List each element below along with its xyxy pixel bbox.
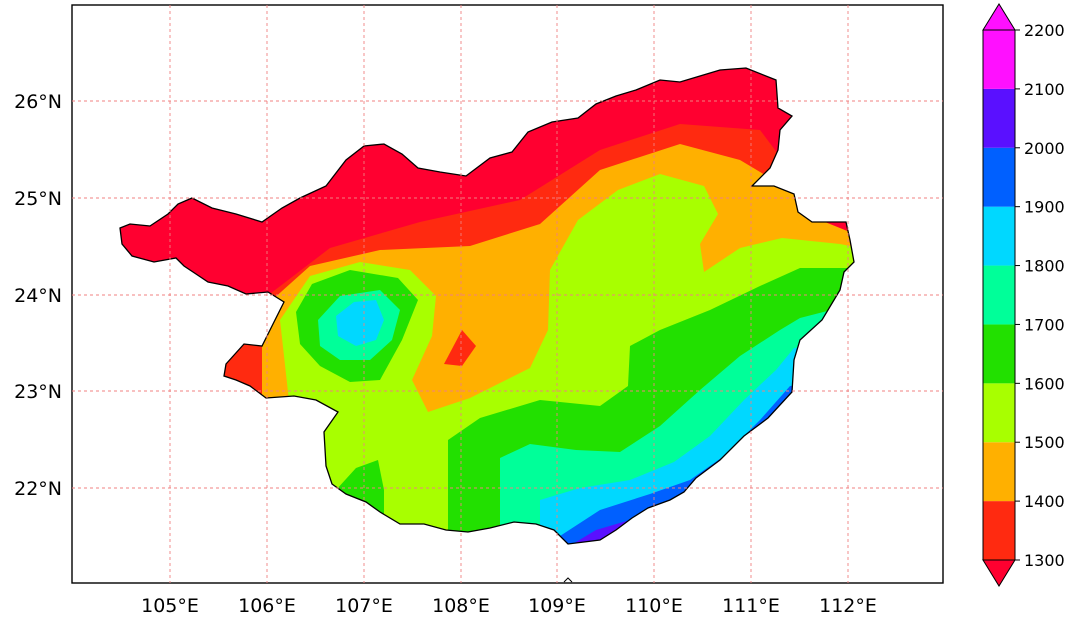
colorbar-segment (983, 30, 1015, 89)
colorbar-segments (982, 29, 1016, 561)
colorbar-level-label: 1600 (1024, 374, 1065, 393)
colorbar-segment (983, 501, 1015, 560)
colorbar-level-label: 2100 (1024, 80, 1065, 99)
colorbar-level-label: 2200 (1024, 21, 1065, 40)
lon-tick-label: 106°E (238, 595, 296, 617)
lon-tick-label: 107°E (335, 595, 393, 617)
lat-tick-label: 26°N (14, 91, 62, 113)
colorbar-segment (983, 88, 1015, 148)
gridlines (72, 5, 943, 583)
colorbar-labels: 1300 1400 1500 1600 1700 1800 1900 2000 2100 2200 (1015, 21, 1065, 570)
colorbar-level-label: 1400 (1024, 492, 1065, 511)
lat-tick-labels: 22°N 23°N 24°N 25°N 26°N (14, 91, 62, 500)
colorbar-segment (983, 324, 1015, 384)
colorbar-segment (983, 206, 1015, 266)
lat-tick-label: 24°N (14, 285, 62, 307)
island-outline (563, 577, 573, 583)
lon-tick-label: 110°E (625, 595, 683, 617)
lon-tick-label: 109°E (528, 595, 586, 617)
colorbar-extend-over (982, 3, 1016, 31)
colorbar-segment (983, 147, 1015, 207)
colorbar-level-label: 1500 (1024, 433, 1065, 452)
lon-tick-label: 105°E (141, 595, 199, 617)
lon-tick-label: 111°E (722, 595, 780, 617)
contour-small-red-patch (444, 330, 476, 366)
colorbar-segment (983, 383, 1015, 443)
lat-tick-label: 22°N (14, 478, 62, 500)
colorbar-level-label: 2000 (1024, 139, 1065, 158)
lon-tick-label: 112°E (819, 595, 877, 617)
colorbar: 1300 1400 1500 1600 1700 1800 1900 2000 2100 2200 (982, 3, 1065, 587)
colorbar-segment (983, 265, 1015, 325)
colorbar-segment (983, 442, 1015, 502)
lat-tick-label: 25°N (14, 188, 62, 210)
colorbar-extend-under (982, 559, 1016, 587)
colorbar-level-label: 1700 (1024, 315, 1065, 334)
lon-tick-label: 108°E (432, 595, 490, 617)
lon-tick-labels: 105°E 106°E 107°E 108°E 109°E 110°E 111°… (141, 595, 877, 617)
lat-tick-label: 23°N (14, 381, 62, 403)
colorbar-level-label: 1300 (1024, 551, 1065, 570)
colorbar-level-label: 1800 (1024, 257, 1065, 276)
colorbar-level-label: 1900 (1024, 198, 1065, 217)
